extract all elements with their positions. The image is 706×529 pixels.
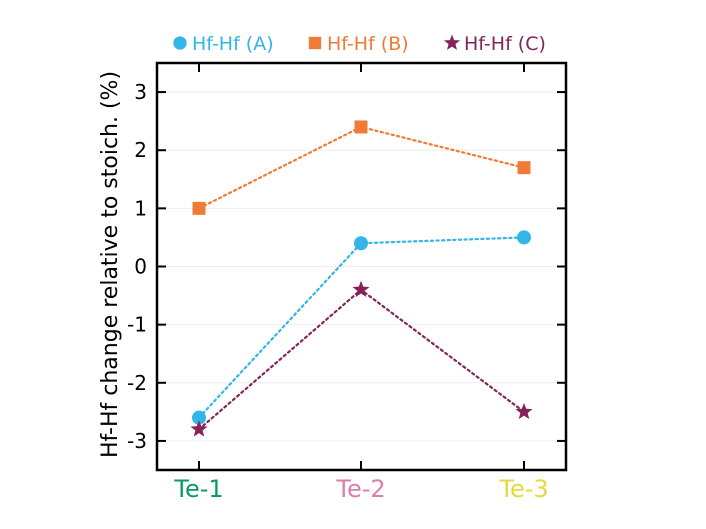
legend-label: Hf-Hf (B) xyxy=(327,33,409,55)
series-line xyxy=(197,236,526,419)
x-category-label: Te-2 xyxy=(335,475,385,503)
legend-item: Hf-Hf (B) xyxy=(308,33,409,55)
axes: 3 2 1 0 -1 -2 -3 Te-1 Te-2 Te-3 xyxy=(127,63,566,503)
y-tick-label: 3 xyxy=(134,80,147,104)
legend-label: Hf-Hf (A) xyxy=(192,33,274,55)
x-category-label: Te-3 xyxy=(498,475,548,503)
series-2 xyxy=(192,120,531,215)
series-3 xyxy=(190,280,533,437)
y-tick-label: -1 xyxy=(127,313,147,337)
data-point xyxy=(192,410,206,425)
series-line xyxy=(197,288,526,431)
legend-label: Hf-Hf (C) xyxy=(464,33,546,55)
data-point xyxy=(354,236,368,251)
legend-item: Hf-Hf (A) xyxy=(173,33,274,55)
data-point xyxy=(517,230,531,245)
y-tick-label: 1 xyxy=(134,196,147,220)
data-point xyxy=(192,201,206,215)
series-line xyxy=(197,125,526,210)
y-tick-label: 2 xyxy=(134,138,147,162)
data-point xyxy=(515,402,533,420)
legend-marker xyxy=(173,36,187,50)
legend-item: Hf-Hf (C) xyxy=(443,33,546,55)
data-point xyxy=(517,161,531,175)
y-axis-label: Hf-Hf change relative to stoich. (%) xyxy=(98,71,123,458)
grid-lines xyxy=(157,91,566,442)
legend-marker xyxy=(443,34,461,50)
data-point xyxy=(352,280,370,298)
y-tick-label: -3 xyxy=(127,429,147,453)
y-tick-label: 0 xyxy=(134,255,147,279)
series-1 xyxy=(192,230,531,425)
data-point xyxy=(190,420,208,437)
y-tick-label: -2 xyxy=(127,371,147,395)
x-category-label: Te-1 xyxy=(173,475,223,503)
series-layer xyxy=(190,120,533,437)
legend: Hf-Hf (A) Hf-Hf (B) Hf-Hf (C) xyxy=(173,33,546,55)
data-point xyxy=(354,120,368,134)
legend-marker xyxy=(308,36,322,50)
